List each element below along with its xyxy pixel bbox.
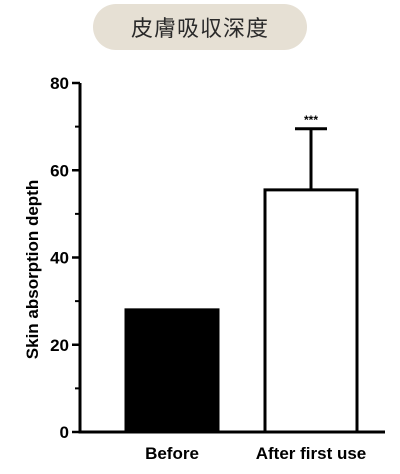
bar-1 bbox=[263, 188, 359, 434]
y-tick-label: 60 bbox=[50, 161, 69, 180]
x-category-label-0: Before bbox=[145, 444, 199, 463]
chart-title: 皮膚吸収深度 bbox=[130, 17, 269, 42]
y-tick-label: 0 bbox=[60, 423, 69, 442]
y-tick-label: 80 bbox=[50, 74, 69, 93]
bar-0 bbox=[124, 308, 220, 434]
x-category-label-1: After first use bbox=[256, 444, 367, 463]
y-axis-label: Skin absorption depth bbox=[23, 180, 42, 359]
chart-title-badge: 皮膚吸収深度 bbox=[93, 4, 307, 50]
y-tick-label: 20 bbox=[50, 336, 69, 355]
significance-label-1: *** bbox=[304, 113, 318, 127]
y-tick-label: 40 bbox=[50, 249, 69, 268]
